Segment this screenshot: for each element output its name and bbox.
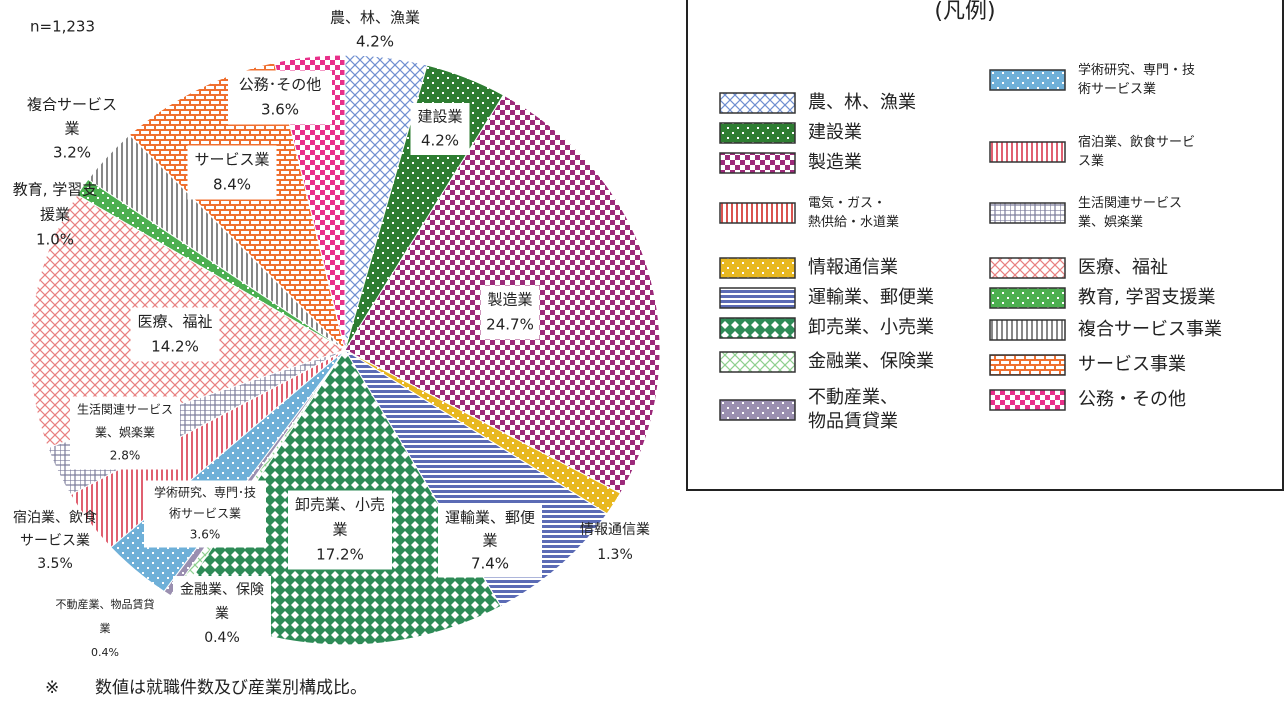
pie-slice (273, 54, 346, 351)
legend-label: 公務・その他 (1078, 389, 1186, 410)
slice-label: 金融業、保険 (180, 582, 264, 598)
slice-value-label: 0.4% (91, 646, 119, 659)
legend-label: 物品賃貸業 (808, 411, 898, 432)
slice-value-label: 3.6% (261, 101, 299, 119)
legend-label: 情報通信業 (808, 257, 898, 278)
legend-label: 術サービス業 (1078, 81, 1156, 97)
legend-label: 農、林、漁業 (808, 92, 916, 113)
legend-swatch (719, 152, 796, 174)
label-box (187, 145, 277, 200)
slice-label: 情報通信業 (580, 522, 650, 538)
slice-label: 建設業 (417, 108, 462, 126)
slice-value-label: 1.3% (597, 547, 633, 563)
legend-swatch (989, 287, 1066, 309)
slice-label: 生活関連サービス (77, 403, 173, 417)
label-box (130, 307, 220, 362)
legend-swatch (719, 351, 796, 373)
legend-label: 製造業 (808, 152, 862, 173)
slice-label: 業 (100, 622, 111, 635)
legend-title: (凡例) (934, 0, 995, 24)
legend-swatch (989, 69, 1066, 91)
slice-value-label: 0.4% (204, 630, 240, 646)
legend-label: 電気・ガス・ (808, 195, 886, 211)
legend-label: 卸売業、小売業 (808, 317, 934, 338)
slice-label: 複合サービス (27, 96, 117, 114)
slice-label: サービス業 (20, 533, 90, 549)
label-box (173, 576, 271, 652)
legend-swatch (989, 202, 1066, 224)
legend-label: 教育, 学習支援業 (1078, 287, 1215, 308)
slice-label: 業、娯楽業 (95, 426, 155, 440)
legend-swatch (719, 122, 796, 144)
slice-value-label: 3.2% (53, 144, 91, 162)
slice-label: 援業 (40, 206, 70, 224)
slice-label: 製造業 (487, 291, 532, 309)
slice-value-label: 4.2% (356, 33, 394, 51)
legend-swatch (989, 354, 1066, 376)
legend-label: サービス事業 (1078, 354, 1186, 375)
legend-label: 学術研究、専門・技 (1078, 62, 1195, 78)
legend-label: 医療、福祉 (1078, 257, 1168, 278)
slice-value-label: 7.4% (471, 555, 509, 573)
slice-label: 教育, 学習支 (13, 181, 98, 199)
legend-label: 生活関連サービス (1078, 196, 1182, 211)
slice-label: 農、林、漁業 (330, 9, 420, 27)
slice-label: 卸売業、小売 (295, 496, 385, 514)
legend-label: 金融業、保険業 (808, 351, 934, 372)
legend-swatch (719, 92, 796, 114)
slice-label: 業 (332, 521, 347, 539)
label-box (144, 480, 266, 548)
legend-swatch (719, 202, 796, 224)
slice-value-label: 17.2% (316, 546, 364, 564)
slice-label: 宿泊業、飲食 (13, 509, 97, 526)
legend-swatch (719, 287, 796, 309)
slice-label: 業 (215, 606, 229, 622)
legend-label: 運輸業、郵便業 (808, 287, 934, 308)
slice-value-label: 3.5% (37, 556, 73, 572)
slice-value-label: 24.7% (486, 316, 534, 334)
slice-label: 業 (482, 532, 497, 550)
legend-swatch (719, 399, 796, 421)
legend-label: 熱供給・水道業 (808, 214, 899, 230)
legend-label: ス業 (1078, 153, 1104, 169)
pie-slice (128, 61, 346, 352)
slice-value-label: 8.4% (213, 176, 251, 194)
label-box (438, 504, 542, 578)
slice-label: 業 (64, 120, 79, 138)
slice-label: 不動産業、物品賃貸 (56, 597, 155, 611)
slice-label: 運輸業、郵便 (445, 509, 535, 527)
legend-swatch (989, 141, 1066, 163)
legend-swatch (989, 389, 1066, 411)
legend-swatch (719, 257, 796, 279)
label-box (228, 70, 332, 125)
footnote-mark: ※ (45, 678, 59, 698)
slice-value-label: 4.2% (421, 132, 459, 150)
slice-value-label: 14.2% (151, 338, 199, 356)
legend-label: 建設業 (808, 122, 862, 143)
slice-value-label: 2.8% (110, 449, 141, 463)
legend-label: 宿泊業、飲食サービ (1078, 134, 1195, 150)
slice-label: サービス業 (194, 151, 269, 169)
legend-label: 業、娯楽業 (1078, 214, 1143, 230)
slice-label: 医療、福祉 (137, 313, 212, 331)
legend-swatch (989, 319, 1066, 341)
legend-label: 複合サービス事業 (1078, 319, 1222, 340)
slice-label: 学術研究、専門･技 (154, 485, 256, 500)
label-box (410, 103, 470, 155)
label-box (70, 396, 180, 470)
legend-swatch (719, 317, 796, 339)
slice-value-label: 3.6% (190, 528, 221, 542)
slice-label: 術サービス業 (169, 507, 241, 521)
sample-size: n=1,233 (30, 18, 95, 36)
footnote: 数値は就職件数及び産業別構成比。 (95, 678, 367, 698)
slice-value-label: 1.0% (36, 231, 74, 249)
legend-swatch (989, 257, 1066, 279)
legend-label: 不動産業、 (808, 387, 898, 408)
label-box (288, 490, 392, 570)
label-box (480, 285, 540, 340)
slice-label: 公務･その他 (239, 76, 322, 94)
